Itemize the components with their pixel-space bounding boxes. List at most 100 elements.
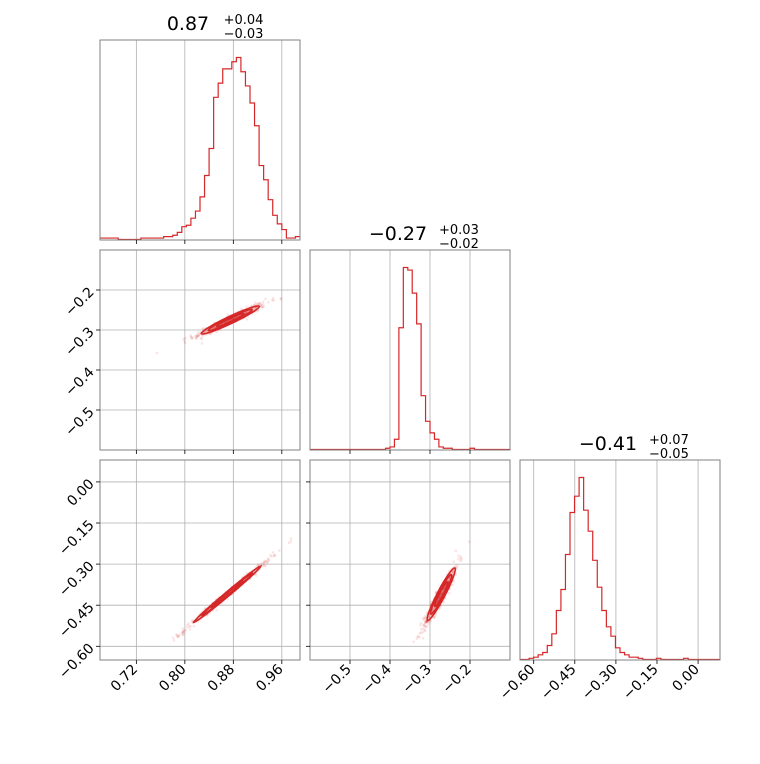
scatter-panel-0-1-point-192 [258,301,262,305]
scatter-panel-0-1-point-54 [194,334,197,338]
scatter-panel-1-2-point-149 [425,621,428,624]
hist-panel-0-title: 0.87 [167,13,209,35]
scatter-panel-0-1-point-253 [259,303,263,307]
scatter-panel-1-2-point-40 [432,607,435,610]
scatter-panel-0-2-point-99 [182,631,185,634]
scatter-panel-0-2-point-235 [186,623,189,627]
scatter-panel-1-2-point-327 [419,627,423,631]
hist-panel-1-border [309,249,511,451]
scatter-panel-1-2-border [309,459,511,661]
scatter-panel-0-1-point-215 [200,337,204,341]
scatter-panel-0-2-point-25 [259,562,263,566]
hist-panel-2-title-minus: −0.05 [649,447,689,462]
scatter-panel-0-1-point-333 [190,337,194,341]
scatter-panel-1-2-point-151 [419,623,422,627]
scatter-panel-1-2-point-17 [423,616,427,620]
scatter-panel-0-1-point-97 [155,351,159,355]
scatter-panel-1-2-point-34 [451,583,454,586]
scatter-panel-0-2-point-100 [189,624,192,628]
scatter-panel-0-1-point-363 [199,336,203,340]
hist-panel-2-border [519,459,721,661]
scatter-panel-1-2-point-280 [424,625,428,628]
scatter-panel-0-1-point-407 [279,297,283,301]
scatter-panel-0-1-point-349 [271,296,275,300]
scatter-panel-0-2-point-219 [287,541,291,545]
scatter-panel-0-1-point-258 [253,301,257,304]
scatter-panel-1-2-point-381 [457,554,460,557]
scatter-panel-1-2-point-405 [423,628,426,632]
scatter-panel-0-2-point-252 [184,628,188,632]
scatter-panel-0-1-point-305 [215,330,218,334]
scatter-panel-0-1-point-248 [189,334,193,337]
scatter-panel-0-2-point-269 [254,574,258,577]
scatter-panel-1-2-point-414 [423,625,427,629]
scatter-panel-0-1-point-261 [197,334,200,337]
scatter-panel-0-2-point-147 [261,562,264,565]
hist-panel-0-title-minus: −0.03 [224,27,264,42]
scatter-panel-1-2-point-42 [423,622,426,626]
scatter-panel-0-1-point-146 [189,336,193,339]
scatter-panel-0-2-point-103 [190,619,194,622]
hist-panel-0: 0.87 +0.04−0.03 [99,13,301,244]
scatter-panel-0-1-point-41 [256,302,259,306]
scatter-panel-0-2-point-132 [270,554,273,558]
scatter-panel-0-2-point-223 [175,633,179,637]
scatter-panel-0-1: −0.5 −0.4 −0.3 −0.2 [62,249,301,454]
hist-panel-2-xtick-label-4: 0.00 [670,662,703,695]
scatter-panel-0-2-ytick-label-3: −0.15 [56,517,98,559]
hist-panel-2-title-value: −0.41 [579,433,637,455]
scatter-panel-0-2-ytick-label-1: −0.45 [56,600,98,642]
scatter-panel-0-2-point-333 [181,633,185,636]
scatter-panel-1-2: −0.5 −0.4 −0.3 −0.2 [306,459,511,697]
scatter-panel-0-1-point-275 [198,332,202,336]
scatter-panel-0-2-xtick-label-0: 0.72 [108,662,141,695]
scatter-panel-0-1-point-332 [208,332,212,336]
hist-panel-1: −0.27 +0.03−0.02 [309,223,511,454]
scatter-panel-0-2-xtick-label-2: 0.88 [205,662,238,695]
scatter-panel-0-1-point-48 [205,329,209,333]
scatter-panel-0-1-point-335 [201,327,205,330]
scatter-panel-0-2-point-179 [289,540,293,543]
hist-panel-0-histogram-step [100,56,300,240]
scatter-panel-0-1-point-358 [244,311,248,315]
scatter-panel-0-1-point-221 [245,305,248,308]
scatter-panel-0-2-point-136 [267,559,271,562]
scatter-panel-1-2-point-231 [441,590,444,594]
scatter-panel-0-2-point-408 [171,636,175,639]
scatter-panel-0-1-point-353 [260,305,264,309]
scatter-panel-1-2-point-379 [432,608,435,611]
scatter-panel-1-2-point-313 [425,625,429,628]
scatter-panel-0-1-point-251 [261,300,265,304]
scatter-panel-0-2-point-112 [187,622,190,625]
scatter-panel-1-2-point-139 [412,640,415,644]
scatter-panel-1-2-xtick-label-1: −0.4 [359,661,394,696]
scatter-panel-0-2-contour-2 [210,580,244,609]
scatter-panel-0-1-point-270 [257,303,260,306]
scatter-panel-0-2-ytick-label-2: −0.30 [56,558,98,600]
scatter-panel-1-2-point-144 [452,580,456,583]
scatter-panel-0-1-point-259 [261,305,265,309]
scatter-panel-0-2-point-273 [175,633,178,637]
scatter-panel-0-1-contour-2 [215,312,245,328]
scatter-panel-0-1-point-382 [245,318,249,321]
scatter-panel-0-2-point-29 [176,635,179,639]
scatter-panel-0-2-point-109 [262,564,265,568]
scatter-panel-1-2-point-402 [457,557,460,561]
scatter-panel-1-2-point-169 [419,631,423,634]
scatter-panel-1-2-point-124 [460,557,463,561]
scatter-panel-0-2-point-244 [185,626,189,629]
hist-panel-2-xtick-label-3: −0.15 [620,662,662,704]
scatter-panel-1-2-point-56 [459,556,463,560]
scatter-panel-0-2-point-362 [192,624,196,628]
hist-panel-0-title-value: 0.87 [167,13,209,35]
scatter-panel-1-2-point-386 [454,564,457,568]
scatter-panel-1-2-point-268 [427,622,431,625]
scatter-panel-0-2-point-214 [172,639,176,642]
scatter-panel-0-1-point-234 [254,306,258,310]
hist-panel-1-histogram-step [310,266,510,450]
scatter-panel-1-2-point-396 [424,621,427,624]
scatter-panel-1-2-point-159 [451,570,454,573]
scatter-panel-0-2-point-146 [181,633,185,636]
